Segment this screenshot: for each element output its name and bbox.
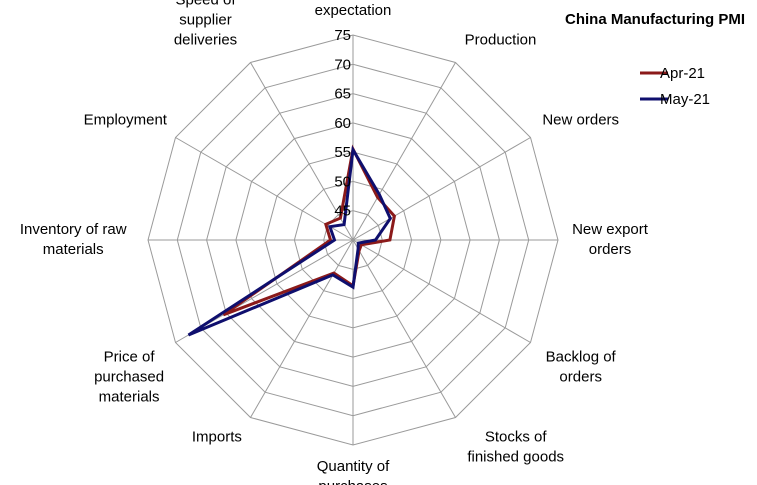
spoke-line [352, 137, 531, 241]
spoke-line [250, 239, 354, 418]
category-label: Price of purchased materials [94, 349, 164, 406]
legend: Apr-21 May-21 [640, 65, 710, 108]
legend-label-1: May-21 [660, 91, 710, 108]
chart-title: China Manufacturing PMI [565, 11, 745, 28]
tick-label: 50 [334, 173, 351, 190]
radial-tick-labels: 45 50 55 60 65 70 75 [334, 27, 351, 220]
category-label: New export orders [572, 221, 649, 258]
category-label: Quantity ofpurchases [317, 458, 390, 485]
spoke-line [352, 62, 456, 241]
tick-label: 60 [334, 115, 351, 132]
radar-spokes [148, 35, 558, 445]
category-labels: Production New orders New export orders Back… [20, 0, 649, 485]
tick-label: 65 [334, 86, 351, 103]
tick-label: 45 [334, 203, 351, 220]
category-label: Imports [192, 429, 242, 446]
spoke-line [175, 137, 354, 241]
category-label: Backlog of orders [546, 349, 617, 386]
category-label: New orders [542, 112, 619, 129]
series-line-1 [187, 145, 393, 337]
spoke-line [352, 239, 456, 418]
radar-series [187, 144, 397, 337]
tick-label: 55 [334, 144, 351, 161]
category-label: Activitiesexpectation [315, 0, 392, 19]
tick-label: 70 [334, 56, 351, 73]
category-label: Speed ofsupplierdeliveries [174, 0, 237, 48]
tick-label: 75 [334, 27, 351, 44]
category-label: Stocks of finished goods [467, 429, 564, 466]
category-label: Employment [84, 112, 168, 129]
spoke-line [352, 239, 531, 343]
series-line-0 [222, 144, 397, 317]
spoke-line [250, 62, 354, 241]
legend-label-0: Apr-21 [660, 65, 705, 82]
category-label: Inventory of raw materials [20, 221, 127, 258]
category-label: Production [465, 31, 537, 48]
